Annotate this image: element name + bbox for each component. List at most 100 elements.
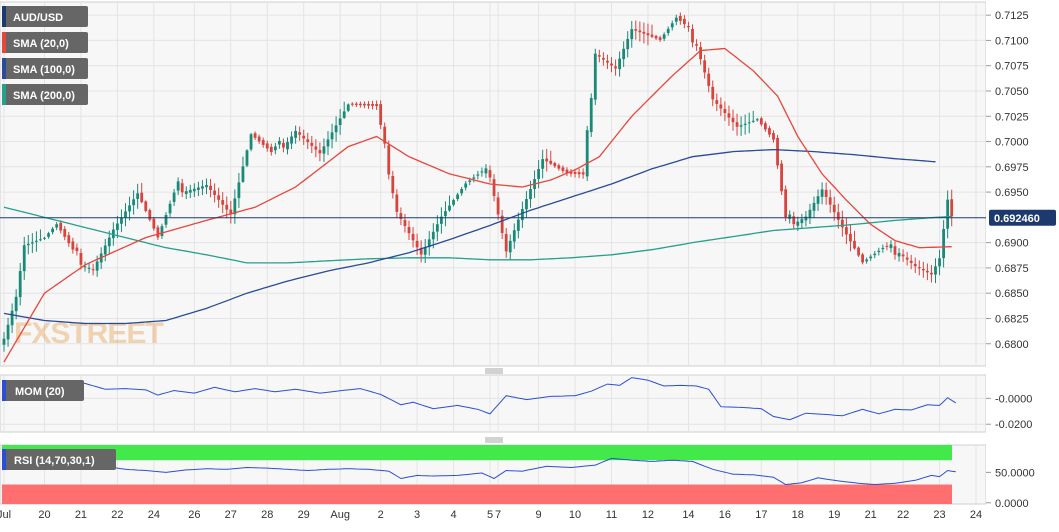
candle-body bbox=[869, 256, 873, 259]
legend-swatch bbox=[2, 84, 6, 105]
candle-body bbox=[926, 270, 929, 273]
rsi-line bbox=[3, 457, 956, 486]
candle-body bbox=[772, 133, 775, 140]
candle-body bbox=[719, 104, 723, 109]
legend-box[interactable] bbox=[2, 449, 116, 470]
candle-body bbox=[249, 134, 253, 150]
legend-box[interactable] bbox=[2, 84, 88, 105]
candle-body bbox=[759, 118, 763, 125]
time-tick-label: 29 bbox=[298, 509, 310, 521]
candle-body bbox=[921, 268, 925, 271]
candle-body bbox=[707, 73, 711, 86]
legend-box[interactable] bbox=[2, 58, 88, 79]
legend-swatch bbox=[2, 6, 6, 27]
candle-body bbox=[334, 125, 338, 133]
candle-body bbox=[768, 128, 771, 135]
candle-body bbox=[302, 135, 306, 139]
candle-body bbox=[330, 132, 334, 140]
legend-box[interactable] bbox=[2, 380, 84, 401]
legend-box[interactable] bbox=[2, 32, 88, 53]
candle-body bbox=[521, 209, 524, 221]
candle-body bbox=[83, 266, 87, 268]
rsi-tick-label: 0.0000 bbox=[995, 498, 1029, 510]
price-tick-label: 0.7125 bbox=[995, 10, 1029, 22]
candle-body bbox=[468, 180, 472, 182]
candle-body bbox=[800, 219, 804, 224]
candle-body bbox=[152, 218, 156, 229]
candle-body bbox=[784, 189, 788, 218]
candle-body bbox=[346, 104, 350, 111]
candle-body bbox=[909, 260, 913, 263]
candle-body bbox=[75, 247, 79, 252]
candle-body bbox=[91, 269, 95, 271]
price-tick-label: 0.6800 bbox=[995, 339, 1029, 351]
time-tick-label: 14 bbox=[682, 509, 694, 521]
time-tick-label: 4 bbox=[450, 509, 456, 521]
candle-body bbox=[427, 239, 431, 248]
candle-body bbox=[537, 169, 540, 179]
candle-body bbox=[233, 198, 237, 215]
time-tick-label: 18 bbox=[792, 509, 804, 521]
candle-body bbox=[873, 253, 877, 256]
candle-body bbox=[39, 239, 42, 241]
candle-body bbox=[626, 38, 630, 50]
rsi-legend-label: RSI (14,70,30,1) bbox=[14, 455, 95, 467]
candle-body bbox=[144, 201, 148, 211]
time-tick-label: 17 bbox=[755, 509, 767, 521]
candle-body bbox=[646, 33, 650, 36]
candle-body bbox=[853, 240, 856, 249]
time-tick-label: 26 bbox=[188, 509, 200, 521]
candle-body bbox=[2, 338, 6, 345]
candle-body bbox=[889, 244, 893, 249]
candle-body bbox=[674, 17, 678, 22]
candle-body bbox=[440, 216, 443, 224]
price-tick-label: 0.7050 bbox=[995, 86, 1029, 98]
candle-body bbox=[893, 246, 897, 255]
candle-body bbox=[820, 189, 824, 197]
candle-body bbox=[419, 247, 423, 255]
candle-body bbox=[229, 209, 233, 215]
candle-body bbox=[411, 233, 415, 241]
candle-body bbox=[593, 53, 597, 100]
candle-body bbox=[845, 227, 848, 235]
candle-body bbox=[755, 119, 759, 121]
candle-body bbox=[124, 211, 127, 218]
mom-panel-bg bbox=[0, 374, 987, 433]
candle-body bbox=[148, 210, 152, 220]
candle-body bbox=[812, 203, 816, 211]
candle-body bbox=[30, 242, 34, 244]
time-tick-label: Jul bbox=[0, 509, 11, 521]
candle-body bbox=[201, 186, 204, 189]
candle-body bbox=[808, 209, 812, 218]
candle-body bbox=[500, 215, 504, 233]
candle-body bbox=[666, 28, 670, 34]
candle-body bbox=[43, 237, 46, 239]
time-tick-label: 9 bbox=[536, 509, 542, 521]
legend-label: SMA (200,0) bbox=[13, 90, 75, 102]
candle-body bbox=[47, 233, 50, 237]
time-tick-label: Aug bbox=[330, 509, 350, 521]
time-tick-label: 12 bbox=[642, 509, 654, 521]
candle-body bbox=[525, 199, 528, 210]
candle-body bbox=[120, 217, 123, 224]
candle-body bbox=[610, 63, 613, 66]
candle-body bbox=[913, 263, 917, 267]
candle-body bbox=[63, 229, 67, 237]
candle-body bbox=[549, 160, 553, 164]
candle-body bbox=[557, 165, 561, 169]
candle-body bbox=[282, 142, 285, 148]
candle-body bbox=[314, 146, 318, 150]
price-tick-label: 0.6875 bbox=[995, 263, 1029, 275]
candle-body bbox=[597, 55, 601, 57]
candle-body bbox=[764, 123, 767, 130]
legend-box[interactable] bbox=[2, 6, 88, 27]
candle-body bbox=[715, 100, 719, 104]
candle-body bbox=[828, 197, 832, 205]
candle-body bbox=[111, 229, 115, 239]
time-tick-label: 7 bbox=[495, 509, 501, 521]
candle-body bbox=[877, 250, 881, 253]
candle-body bbox=[273, 146, 277, 151]
candle-body bbox=[160, 226, 164, 237]
last-price-badge bbox=[989, 209, 1056, 226]
candle-body bbox=[614, 66, 617, 69]
